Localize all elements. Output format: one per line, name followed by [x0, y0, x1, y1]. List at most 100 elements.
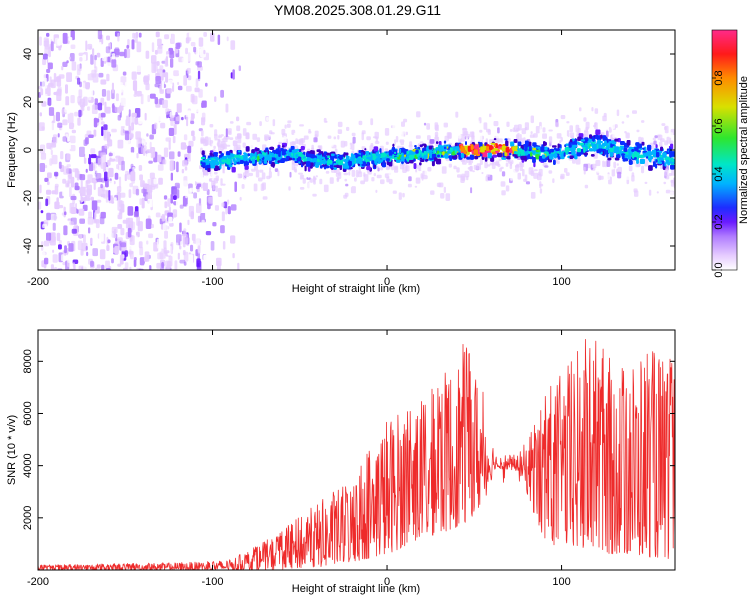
x-tick-label: -200 [27, 576, 49, 588]
spectrogram-noise-cell [57, 39, 63, 46]
spectrogram-noise-cell [161, 261, 164, 269]
colorbar-tick-label: 0.4 [713, 166, 725, 181]
spectrogram-signal-cell [504, 138, 508, 141]
spectrogram-signal-cell [620, 141, 625, 145]
spectrogram-signal-cell [389, 155, 393, 159]
spectrogram-halo-cell [423, 122, 427, 126]
colorbar-ticks: 0.00.20.40.60.8 [712, 70, 725, 278]
spectrogram-noise-cell [116, 126, 122, 131]
spectrogram-signal-cell [655, 144, 658, 149]
spectrogram-halo-cell [311, 144, 314, 150]
spectrogram-halo-cell [543, 113, 547, 120]
spectrogram-halo-cell [468, 163, 472, 166]
spectrogram-noise-cell [149, 134, 154, 140]
spectrogram-halo-cell [632, 110, 637, 114]
spectrogram-signal-cell [201, 150, 205, 156]
spectrogram-signal-cell [474, 155, 479, 160]
spectrogram-halo-cell [591, 107, 594, 112]
spectrogram-halo-cell [581, 124, 586, 131]
spectrogram-halo-cell [560, 175, 564, 180]
spectrogram-signal-cell [493, 138, 497, 141]
spectrogram-noise-cell [170, 193, 173, 204]
spectrogram-signal-cell [371, 153, 376, 156]
spectrogram-halo-cell [351, 132, 356, 137]
spectrogram-noise-cell [147, 153, 152, 158]
spectrogram-halo-cell [505, 162, 509, 167]
spectrogram-halo-cell [221, 140, 226, 149]
spectrogram-noise-cell [68, 56, 71, 60]
spectrogram-signal-cell [333, 165, 339, 168]
spectrogram-signal-cell [563, 152, 566, 157]
spectrogram-noise-cell [214, 96, 217, 102]
spectrogram-halo-cell [278, 141, 283, 144]
spectrogram-halo-cell [644, 158, 649, 167]
spectrogram-halo-cell [456, 167, 460, 173]
spectrogram-signal-cell [520, 155, 526, 160]
spectrogram-halo-cell [522, 169, 525, 177]
spectrogram-noise-cell [132, 32, 136, 39]
spectrogram-signal-cell [646, 156, 649, 159]
spectrogram-halo-cell [420, 173, 424, 179]
spectrogram-noise-cell [99, 41, 102, 52]
spectrogram-halo-cell [319, 118, 323, 122]
spectrogram-signal-cell [337, 160, 341, 164]
spectrogram-signal-cell [569, 155, 574, 159]
spectrogram-noise-cell [66, 136, 70, 142]
spectrogram-noise-cell [88, 227, 91, 234]
spectrogram-halo-cell [284, 124, 287, 129]
spectrogram-noise-cell [133, 93, 138, 97]
spectrogram-noise-cell [163, 175, 166, 180]
spectrogram-noise-cell [220, 225, 225, 234]
spectrogram-halo-cell [299, 174, 303, 180]
spectrogram-halo-cell [472, 170, 475, 173]
spectrogram-noise-cell [74, 182, 79, 190]
spectrogram-halo-cell [336, 177, 340, 183]
spectrogram-noise-cell [128, 109, 131, 117]
spectrogram-noise-cell [165, 56, 168, 66]
spectrogram-halo-cell [528, 191, 531, 197]
spectrogram-noise-cell [50, 149, 53, 156]
spectrogram-halo-cell [612, 130, 616, 138]
spectrogram-noise-cell [116, 186, 122, 193]
spectrogram-noise-cell [105, 62, 111, 71]
spectrogram-halo-cell [530, 131, 533, 135]
spectrogram-signal-cell [592, 137, 595, 142]
spectrogram-noise-cell [39, 163, 45, 172]
spectrogram-halo-cell [298, 172, 303, 175]
spectrogram-halo-cell [233, 145, 238, 152]
spectrogram-halo-cell [515, 164, 519, 172]
spectrogram-signal-cell [252, 156, 255, 160]
spectrogram-halo-cell [394, 165, 399, 173]
spectrogram-noise-cell [154, 83, 160, 88]
spectrogram-halo-cell [666, 136, 672, 144]
spectrogram-noise-cell [141, 197, 145, 209]
spectrogram-halo-cell [283, 136, 287, 144]
spectrogram-noise-cell [93, 117, 98, 128]
x-tick-label: 0 [384, 576, 390, 588]
spectrogram-noise-cell [57, 133, 60, 138]
spectrogram-halo-cell [499, 142, 503, 145]
spectrogram-halo-cell [440, 193, 445, 199]
spectrogram-halo-cell [241, 184, 245, 189]
spectrogram-signal-cell [517, 150, 521, 157]
spectrogram-noise-cell [221, 116, 227, 123]
spectrogram-noise-cell [67, 174, 72, 184]
spectrogram-halo-cell [409, 148, 414, 151]
spectrogram-noise-cell [102, 162, 106, 172]
spectrogram-noise-cell [65, 84, 68, 94]
spectrogram-halo-cell [211, 138, 215, 141]
spectrogram-noise-cell [186, 85, 192, 92]
spectrogram-halo-cell [344, 141, 348, 147]
spectrogram-noise-cell [87, 43, 93, 50]
spectrogram-noise-cell [170, 204, 175, 208]
spectrogram-noise-cell [205, 210, 208, 220]
spectrogram-noise-cell [188, 152, 191, 162]
spectrogram-noise-cell [131, 39, 135, 50]
spectrogram-noise-cell [138, 117, 143, 124]
spectrogram-signal-cell [277, 146, 280, 149]
spectrogram-noise-cell [206, 225, 211, 230]
spectrogram-signal-cell [317, 153, 322, 156]
spectrogram-noise-cell [104, 144, 110, 149]
spectrogram-halo-cell [246, 121, 252, 126]
